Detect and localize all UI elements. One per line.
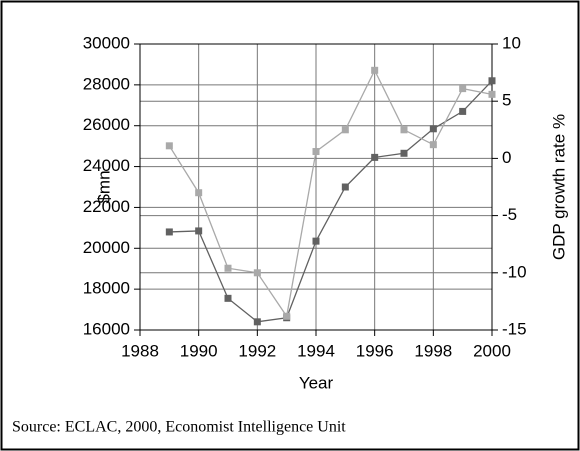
point-marker <box>165 228 173 236</box>
point-marker <box>253 318 261 326</box>
x-tick-label: 1994 <box>297 341 335 360</box>
y2-tick-label: 10 <box>502 33 521 52</box>
x-tick-label: 1998 <box>414 341 452 360</box>
point-marker <box>371 66 379 74</box>
x-tick-label: 1992 <box>238 341 276 360</box>
point-marker <box>400 149 408 157</box>
point-marker <box>195 189 203 197</box>
y-tick-label: 24000 <box>83 156 130 175</box>
y-axis-label: $mn <box>94 170 113 203</box>
x-tick-label: 1996 <box>356 341 394 360</box>
y-tick-label: 22000 <box>83 197 130 216</box>
x-tick-label: 1988 <box>121 341 159 360</box>
point-marker <box>253 269 261 277</box>
x-tick-label: 1990 <box>180 341 218 360</box>
y-tick-label: 18000 <box>83 279 130 298</box>
point-marker <box>429 125 437 133</box>
point-marker <box>488 77 496 85</box>
point-marker <box>429 141 437 149</box>
series-line <box>169 80 493 323</box>
plot-border <box>139 43 493 331</box>
x-tick-label: 2000 <box>473 341 511 360</box>
series-line <box>168 68 493 318</box>
y-tick-label: 20000 <box>83 238 130 257</box>
y2-tick-label: -15 <box>502 319 527 338</box>
point-marker <box>224 264 232 272</box>
point-marker <box>195 227 203 235</box>
point-marker <box>165 142 173 150</box>
point-marker <box>341 183 349 191</box>
source-note: Source: ECLAC, 2000, Economist Intellige… <box>12 419 346 436</box>
x-axis-label: Year <box>299 373 334 392</box>
y2-axis-label: GDP growth rate % <box>549 114 568 260</box>
point-marker <box>312 148 320 156</box>
y2-tick-label: -5 <box>502 205 517 224</box>
y-tick-label: 28000 <box>83 74 130 93</box>
y-tick-label: 30000 <box>83 33 130 52</box>
y-tick-label: 26000 <box>83 115 130 134</box>
point-marker <box>459 85 467 93</box>
point-marker <box>312 237 320 245</box>
y2-tick-label: -10 <box>502 262 527 281</box>
y2-tick-label: 0 <box>502 148 511 167</box>
point-marker <box>488 90 496 98</box>
y2-tick-label: 5 <box>502 91 511 110</box>
y-tick-label: 16000 <box>83 319 130 338</box>
point-marker <box>224 294 232 302</box>
point-marker <box>400 126 408 134</box>
point-marker <box>459 107 467 115</box>
point-marker <box>371 153 379 161</box>
point-marker <box>283 312 291 320</box>
point-marker <box>341 126 349 134</box>
